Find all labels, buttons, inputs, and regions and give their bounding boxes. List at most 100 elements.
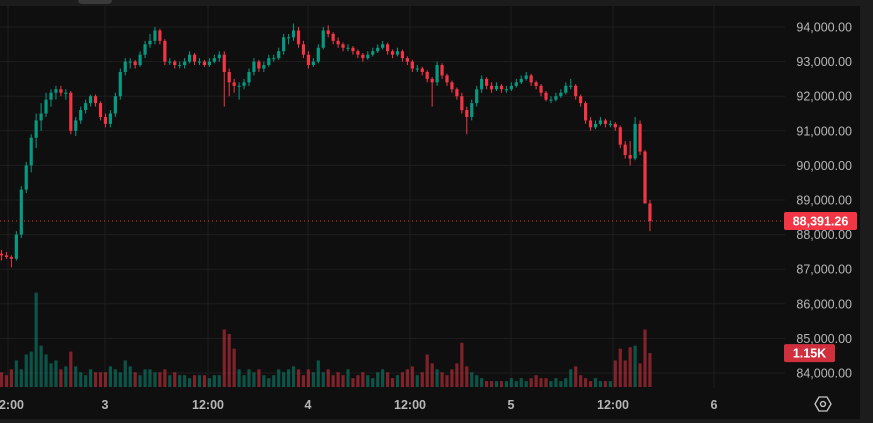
candle-body: [509, 85, 513, 90]
price-tick-label: 86,000.00: [796, 297, 852, 311]
volume-bar: [346, 369, 350, 387]
candle-body: [242, 82, 246, 86]
candle-body: [588, 120, 593, 128]
candle-body: [14, 234, 18, 259]
candle-body: [49, 92, 53, 100]
candle-body: [356, 51, 360, 55]
volume-bar: [14, 360, 18, 387]
volume-bar: [598, 381, 603, 387]
volume-bar: [79, 372, 83, 387]
candle-body: [272, 58, 276, 60]
candle-body: [9, 257, 13, 259]
candle-body: [470, 103, 474, 117]
volume-bar: [514, 381, 518, 387]
volume-bar: [277, 369, 281, 387]
settings-hexagon-icon[interactable]: [814, 396, 832, 412]
candle-body: [168, 61, 172, 63]
volume-bar: [158, 372, 162, 387]
candle-body: [183, 61, 187, 66]
candle-body: [465, 110, 469, 117]
candle-body: [331, 33, 335, 41]
candle-body: [593, 123, 598, 128]
time-axis[interactable]: 12:00 3 12:00 4 12:00 5 12:00 6: [0, 398, 718, 412]
candle-body: [613, 123, 617, 128]
volume-bars: [0, 292, 652, 387]
volume-bar: [267, 378, 271, 387]
volume-bar: [252, 372, 256, 387]
candle-body: [202, 61, 207, 66]
volume-bar: [460, 342, 464, 387]
candle-body: [485, 78, 489, 86]
candle-body: [291, 30, 296, 38]
candle-body: [450, 82, 454, 90]
volume-bar: [618, 348, 622, 387]
volume-bar: [262, 375, 266, 387]
candle-body: [440, 65, 444, 76]
volume-bar: [242, 375, 246, 387]
candle-body: [376, 47, 380, 52]
volume-bar: [341, 375, 345, 387]
candle-body: [54, 89, 58, 93]
volume-bar: [118, 372, 122, 387]
settings-button[interactable]: [814, 396, 832, 412]
volume-bar: [188, 378, 192, 387]
volume-bar: [405, 369, 409, 387]
volume-bar: [148, 369, 152, 387]
candle-body: [222, 54, 226, 72]
volume-bar: [395, 375, 400, 387]
candle-body: [128, 61, 132, 63]
volume-bar: [489, 381, 494, 387]
candle-body: [435, 65, 439, 83]
candle-body: [638, 123, 642, 152]
candle-body: [395, 51, 400, 55]
candle-body: [0, 253, 4, 256]
volume-bar: [529, 378, 533, 387]
volume-bar: [24, 354, 28, 387]
candle-body: [499, 85, 504, 90]
volume-bar: [410, 366, 414, 387]
volume-bar: [207, 378, 211, 387]
volume-bar: [564, 378, 568, 387]
last-volume-label: 1.15K: [793, 347, 826, 361]
volume-bar: [509, 378, 513, 387]
volume-bar: [381, 369, 385, 387]
volume-bar: [321, 372, 325, 387]
candle-body: [361, 54, 365, 59]
candle-body: [108, 113, 112, 124]
volume-bar: [549, 381, 553, 387]
volume-bar: [103, 372, 108, 387]
volume-bar: [519, 378, 523, 387]
volume-bar: [197, 375, 202, 387]
candle-body: [519, 78, 523, 83]
volume-bar: [648, 353, 652, 387]
volume-bar: [217, 375, 221, 387]
volume-bar: [163, 369, 167, 387]
top-tab-handle[interactable]: [78, 0, 112, 4]
volume-bar: [390, 378, 395, 387]
candle-body: [504, 89, 508, 91]
candle-body: [301, 44, 306, 55]
volume-bar: [123, 360, 127, 387]
candle-body: [39, 113, 43, 121]
candle-body: [232, 82, 236, 86]
candle-body: [420, 68, 424, 72]
price-tick-label: 88,000.00: [796, 228, 852, 242]
volume-bar: [485, 381, 489, 387]
volume-bar: [183, 375, 187, 387]
candle-body: [64, 92, 68, 94]
candle-body: [608, 123, 612, 125]
last-price-label: 88,391.26: [793, 215, 849, 229]
candle-body: [34, 120, 38, 138]
candle-body: [118, 71, 122, 97]
candle-body: [143, 44, 147, 55]
last-volume-badge: 1.15K: [784, 344, 835, 363]
volume-bar: [415, 375, 419, 387]
volume-bar: [574, 366, 578, 387]
volume-bar: [544, 378, 548, 387]
price-axis[interactable]: 94,000.00 93,000.00 92,000.00 91,000.00 90,0…: [796, 21, 852, 381]
candle-body: [336, 40, 340, 45]
grid: [0, 6, 785, 388]
volume-bar: [143, 369, 147, 387]
candlestick-chart[interactable]: 94,000.00 93,000.00 92,000.00 91,000.00 90,0…: [0, 0, 860, 419]
candle-body: [262, 65, 266, 69]
